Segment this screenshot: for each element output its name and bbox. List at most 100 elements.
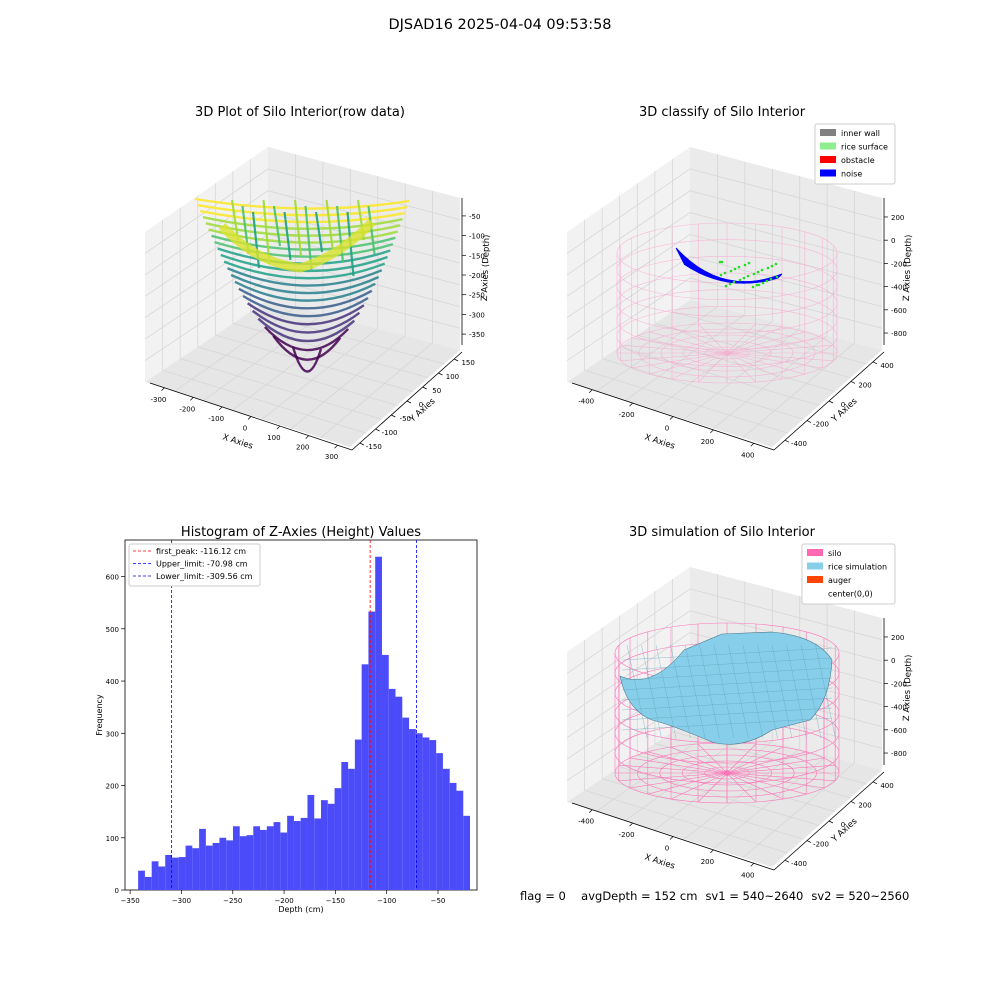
silo-floor-spoke bbox=[618, 772, 728, 782]
rice-surface-point bbox=[746, 274, 750, 278]
grid-line bbox=[144, 277, 461, 361]
histogram-bar bbox=[192, 848, 200, 890]
z-tick-label: -50 bbox=[469, 213, 480, 221]
silo-floor-spoke bbox=[726, 352, 834, 362]
x-tick bbox=[710, 429, 714, 434]
silo-floor-spoke bbox=[726, 772, 836, 782]
legend-label: Upper_limit: -70.98 cm bbox=[156, 560, 248, 569]
rice-surface-point bbox=[742, 276, 746, 280]
x-tick bbox=[161, 387, 165, 392]
grid-line bbox=[596, 726, 718, 812]
surface-mesh-line bbox=[800, 644, 822, 739]
y-tick bbox=[359, 442, 365, 446]
status-line: flag = 0 avgDepth = 152 cm sv1 = 540~2640… bbox=[520, 889, 917, 903]
chart-title: Histogram of Z-Axies (Height) Values bbox=[181, 525, 421, 540]
grid-line bbox=[637, 334, 835, 392]
histogram-bar bbox=[232, 826, 240, 890]
x-tick bbox=[247, 416, 252, 420]
histogram-bar bbox=[361, 664, 369, 890]
surface-mesh-line bbox=[621, 697, 833, 711]
grid-line bbox=[619, 766, 820, 826]
axes3d-4: -400 -200 0 200 400 -400 -200 0 200 400 200 0 -200 -4… bbox=[566, 525, 914, 879]
grid-line bbox=[144, 190, 461, 276]
y-tick-label: -50 bbox=[400, 415, 411, 423]
histogram-bar bbox=[402, 717, 410, 890]
data-ring bbox=[230, 273, 380, 295]
surface-mesh-line bbox=[621, 677, 833, 691]
rice-surface-point bbox=[757, 283, 761, 287]
z-tick-label: -200 bbox=[469, 272, 485, 280]
axes3d-1: -300-200-1000100200300-150-100-500501001… bbox=[144, 105, 492, 461]
y-tick bbox=[872, 781, 878, 785]
grid-line bbox=[584, 789, 788, 854]
x-tick-label: −200 bbox=[274, 897, 293, 905]
legend-label: center(0,0) bbox=[828, 590, 873, 599]
grid-line bbox=[683, 748, 800, 840]
legend-label: Lower_limit: -309.56 cm bbox=[156, 572, 253, 581]
data-ring bbox=[200, 209, 405, 224]
grid-line bbox=[654, 743, 851, 799]
histogram-bar bbox=[226, 840, 233, 890]
grid-line bbox=[602, 778, 804, 840]
y-tick-label: -150 bbox=[366, 443, 382, 451]
grid-line bbox=[566, 190, 883, 276]
y-axis-label: Frequency bbox=[95, 694, 104, 736]
surface-mesh-line bbox=[742, 644, 764, 739]
back-left-pane bbox=[567, 147, 690, 382]
legend-swatch bbox=[820, 129, 836, 136]
histogram-bar bbox=[144, 876, 152, 890]
silo-floor-spoke bbox=[649, 331, 728, 354]
histogram-bar bbox=[165, 855, 173, 890]
x-tick-label: −50 bbox=[431, 897, 446, 905]
x-tick-label: 200 bbox=[701, 438, 714, 446]
data-rim bbox=[218, 218, 376, 273]
silo-floor-spoke bbox=[698, 323, 728, 354]
silo-floor-spoke bbox=[671, 326, 728, 354]
grid-line bbox=[602, 358, 804, 420]
z-tick-label: -350 bbox=[469, 331, 485, 339]
silo-floor-spoke bbox=[726, 772, 807, 795]
chart-title: 3D simulation of Silo Interior bbox=[629, 525, 816, 540]
surface-mesh-line bbox=[728, 644, 749, 739]
x-tick-label: −350 bbox=[121, 897, 140, 905]
silo-floor-spoke bbox=[629, 757, 728, 774]
grid-line bbox=[625, 313, 746, 401]
data-column bbox=[262, 199, 271, 265]
grid-line bbox=[291, 335, 406, 429]
data-column bbox=[293, 199, 303, 257]
x-tick bbox=[305, 435, 309, 439]
z-tick-label: -200 bbox=[891, 260, 907, 268]
rice-surface-point bbox=[760, 268, 764, 272]
histogram-bar bbox=[442, 768, 450, 890]
x-tick-label: −250 bbox=[223, 897, 242, 905]
silo-floor-spoke bbox=[647, 751, 728, 774]
legend-box bbox=[814, 123, 896, 185]
y-tick bbox=[850, 801, 856, 804]
grid-line bbox=[566, 233, 883, 319]
y-tick bbox=[406, 400, 412, 404]
surface-mesh-line bbox=[621, 657, 833, 671]
surface-mesh-line bbox=[670, 644, 691, 739]
silo-floor-spoke bbox=[726, 352, 756, 383]
data-ring bbox=[234, 280, 376, 302]
histogram-bar bbox=[219, 837, 227, 890]
x-tick-label: -200 bbox=[179, 405, 195, 413]
silo-floor-spoke bbox=[618, 764, 728, 774]
y-tick bbox=[391, 414, 396, 418]
histogram-bar bbox=[280, 832, 288, 890]
x-tick bbox=[629, 402, 633, 407]
x-tick-label: -200 bbox=[619, 831, 635, 839]
y-tick bbox=[784, 439, 790, 443]
legend-swatch bbox=[820, 156, 836, 163]
x-tick-label: -400 bbox=[578, 818, 594, 826]
sv1-text: sv1 = 540~2640 bbox=[705, 889, 804, 903]
z-tick-label: -150 bbox=[469, 252, 485, 260]
histogram-bar bbox=[205, 845, 213, 890]
histogram-bar bbox=[307, 794, 315, 890]
rice-surface-point bbox=[719, 273, 723, 277]
surface-mesh-line bbox=[655, 644, 677, 739]
data-ring bbox=[246, 302, 365, 326]
y-tick-label: -400 bbox=[791, 860, 807, 868]
legend-swatch bbox=[807, 562, 823, 570]
rice-surface-point bbox=[752, 272, 756, 276]
